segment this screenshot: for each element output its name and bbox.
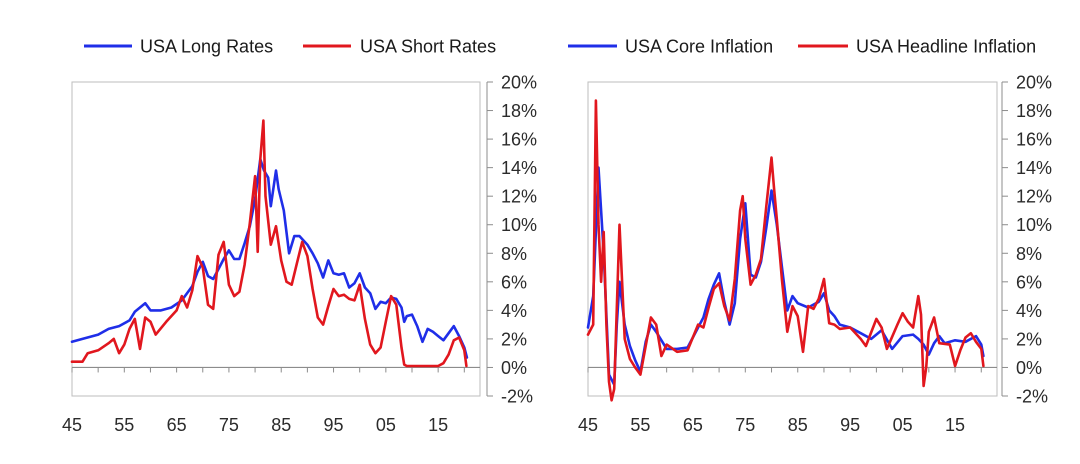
rates-chart: 20% 18% 16% 14% 12% 10% 8% 6% 4% 2% 0% -2% 45 55 65 75 8…: [62, 37, 537, 436]
plot-frame: [587, 81, 998, 397]
x-tick-label: 55: [630, 415, 650, 435]
y-tick-label: 6%: [1016, 272, 1042, 292]
y-tick-label: 18%: [501, 101, 537, 121]
y-tick-label: 8%: [501, 244, 527, 264]
y-tick-label: 12%: [501, 187, 537, 207]
x-tick-label: 95: [840, 415, 860, 435]
plot-frame: [71, 81, 481, 397]
y-tick-label: 16%: [1016, 130, 1052, 150]
legend-label: USA Headline Inflation: [856, 37, 1036, 57]
y-tick-label: -2%: [501, 387, 533, 407]
x-tick-label: 45: [578, 415, 598, 435]
x-tick-label: 55: [114, 415, 134, 435]
y-tick-label: 4%: [1016, 301, 1042, 321]
y-tick-label: 14%: [501, 158, 537, 178]
y-tick-label: -2%: [1016, 387, 1048, 407]
y-tick-label: 20%: [501, 73, 537, 93]
y-tick-label: 16%: [501, 130, 537, 150]
y-tick-label: 14%: [1016, 158, 1052, 178]
legend-label: USA Long Rates: [140, 37, 273, 57]
y-tick-label: 12%: [1016, 187, 1052, 207]
x-tick-label: 75: [219, 415, 239, 435]
y-tick-label: 6%: [501, 272, 527, 292]
inflation-chart: 20% 18% 16% 14% 12% 10% 8% 6% 4% 2% 0% -2% 45 55 65 75 8…: [568, 37, 1052, 435]
y-tick-label: 10%: [1016, 215, 1052, 235]
x-tick-label: 15: [945, 415, 965, 435]
x-tick-label: 05: [893, 415, 913, 435]
y-tick-label: 10%: [501, 215, 537, 235]
y-tick-label: 18%: [1016, 101, 1052, 121]
legend-label: USA Short Rates: [360, 37, 496, 57]
x-tick-label: 75: [735, 415, 755, 435]
y-tick-label: 20%: [1016, 73, 1052, 93]
series-line-usa-core-inflation: [586, 166, 985, 386]
y-tick-label: 0%: [1016, 358, 1042, 378]
x-tick-label: 85: [271, 415, 291, 435]
x-tick-label: 45: [62, 415, 82, 435]
legend-label: USA Core Inflation: [625, 37, 773, 57]
y-tick-label: 2%: [1016, 329, 1042, 349]
y-tick-label: 4%: [501, 301, 527, 321]
y-tick-label: 2%: [501, 329, 527, 349]
x-tick-label: 85: [788, 415, 808, 435]
series-line-usa-headline-inflation: [586, 99, 985, 402]
x-tick-label: 65: [167, 415, 187, 435]
x-tick-label: 15: [428, 415, 448, 435]
y-tick-label: 0%: [501, 358, 527, 378]
x-tick-label: 95: [324, 415, 344, 435]
x-tick-label: 65: [683, 415, 703, 435]
x-tick-label: 05: [376, 415, 396, 435]
series-line-usa-short-rates: [70, 119, 468, 368]
y-tick-label: 8%: [1016, 244, 1042, 264]
